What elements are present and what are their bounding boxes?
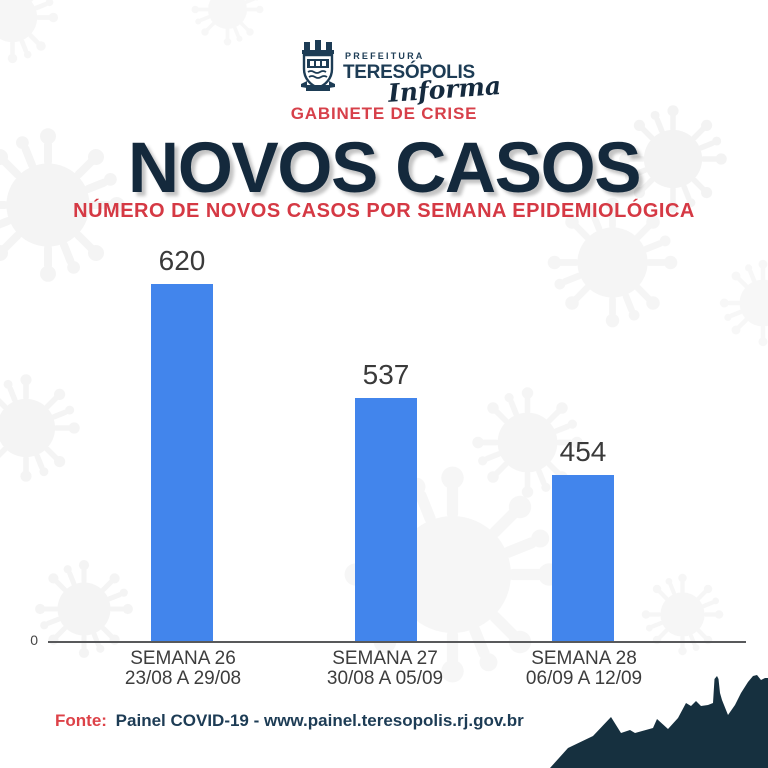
logo-block: PREFEITURA TERESÓPOLIS Informa — [0, 38, 768, 108]
coronavirus-watermark — [33, 558, 135, 660]
x-axis-label-semana-28: SEMANA 28 06/09 A 12/09 — [526, 649, 642, 689]
x-axis-label-semana-27: SEMANA 27 30/08 A 05/09 — [327, 649, 443, 689]
week-date-range: 30/08 A 05/09 — [326, 668, 444, 689]
teresopolis-coat-of-arms-icon — [301, 40, 335, 91]
bar-semana-28 — [552, 475, 614, 641]
week-date-range: 06/09 A 12/09 — [525, 668, 643, 689]
source-label: Fonte: — [55, 711, 107, 730]
bar-group-semana-27: 537 — [355, 359, 417, 641]
source-text: Painel COVID-19 - www.painel.teresopolis… — [115, 711, 524, 730]
bar-group-semana-28: 454 — [552, 436, 614, 641]
page-title: NOVOS CASOS — [127, 129, 642, 208]
x-axis-label-semana-26: SEMANA 26 23/08 A 29/08 — [125, 649, 241, 689]
coronavirus-watermark — [0, 372, 82, 484]
week-label: SEMANA 26 — [130, 648, 236, 669]
bar-value-label: 454 — [559, 436, 607, 467]
bar-group-semana-26: 620 — [151, 245, 213, 641]
week-label: SEMANA 28 — [531, 648, 637, 669]
logo-prefeitura-label: PREFEITURA — [345, 51, 425, 61]
week-label: SEMANA 27 — [332, 648, 438, 669]
bar-value-label: 620 — [158, 245, 206, 276]
logo-city-label: TERESÓPOLIS — [343, 62, 475, 83]
bar-value-label: 537 — [362, 359, 410, 390]
bar-semana-26 — [151, 284, 213, 641]
source-line: Fonte: Painel COVID-19 - www.painel.tere… — [55, 711, 524, 731]
serra-dos-orgaos-mountains-icon — [550, 675, 768, 768]
chart-subtitle: NÚMERO DE NOVOS CASOS POR SEMANA EPIDEMI… — [73, 200, 695, 222]
x-axis-line — [48, 641, 746, 643]
gabinete-de-crise-badge: GABINETE DE CRISE — [290, 104, 478, 123]
y-axis-zero-label: 0 — [30, 632, 38, 648]
coronavirus-watermark — [718, 258, 768, 348]
week-date-range: 23/08 A 29/08 — [124, 668, 242, 689]
coronavirus-watermark — [640, 572, 725, 657]
bar-semana-27 — [355, 398, 417, 641]
